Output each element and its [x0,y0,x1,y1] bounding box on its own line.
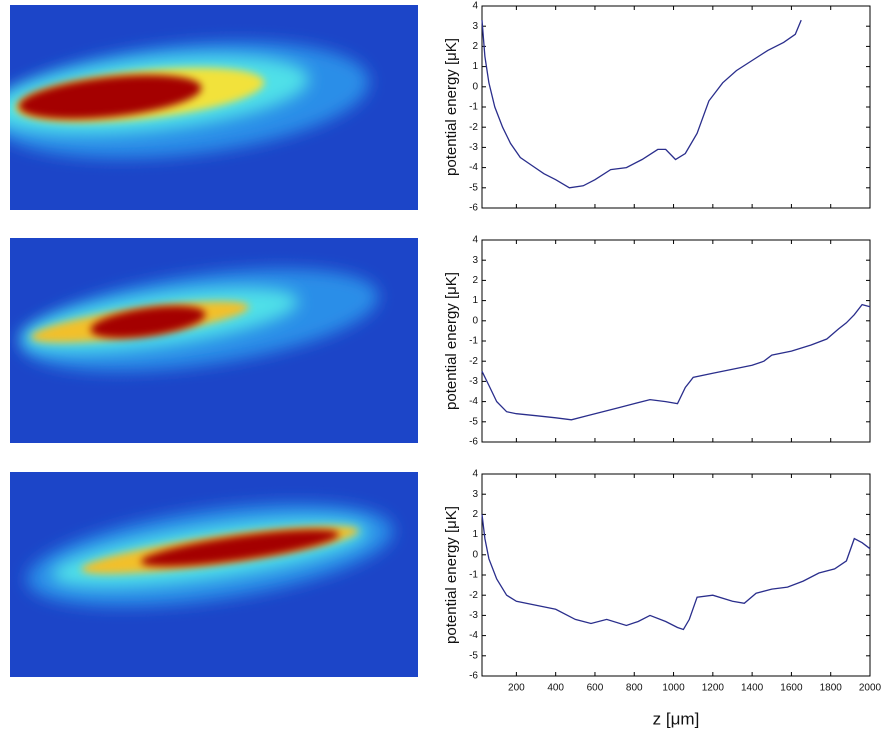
y-tick-label: -1 [469,336,478,347]
x-tick-label: 600 [587,683,604,694]
y-tick-label: -4 [469,396,478,407]
y-tick-label: 1 [472,61,478,72]
data-line [481,303,871,421]
y-tick-label: 3 [472,489,478,500]
x-tick-label: 1600 [780,683,803,694]
y-tick-label: -2 [469,122,478,133]
y-tick-label: 2 [472,41,478,52]
x-tick-label: 1400 [741,683,764,694]
y-tick-label: 1 [472,295,478,306]
y-tick-label: -4 [469,162,478,173]
y-tick-label: 3 [472,21,478,32]
y-tick-label: -2 [469,356,478,367]
y-tick-label: -5 [469,416,478,427]
y-axis-label: potential energy [μK] [443,506,460,644]
y-tick-label: -6 [469,203,478,214]
y-tick-label: -3 [469,142,478,153]
x-tick-label: 200 [508,683,525,694]
y-tick-label: 4 [472,235,478,246]
plot-frame [481,239,871,443]
y-tick-label: 1 [472,529,478,540]
y-tick-label: 0 [472,81,478,92]
x-tick-label: 2000 [859,683,882,694]
x-tick-label: 1000 [662,683,685,694]
y-axis-label: potential energy [μK] [443,38,460,176]
y-tick-label: 4 [472,469,478,480]
data-line [481,19,802,189]
absorption-image [10,5,418,210]
absorption-image [10,472,418,677]
absorption-image [10,238,418,443]
x-tick-label: 1800 [820,683,843,694]
y-tick-label: 2 [472,509,478,520]
y-tick-label: -3 [469,376,478,387]
y-tick-label: -6 [469,671,478,682]
y-axis-label: potential energy [μK] [443,272,460,410]
y-tick-label: -1 [469,570,478,581]
y-tick-label: -4 [469,630,478,641]
y-tick-label: -1 [469,102,478,113]
x-tick-label: 800 [626,683,643,694]
y-tick-label: 0 [472,549,478,560]
y-tick-label: 3 [472,255,478,266]
y-tick-label: -5 [469,650,478,661]
y-tick-label: 0 [472,315,478,326]
y-tick-label: -2 [469,590,478,601]
data-line [481,514,871,631]
y-tick-label: 2 [472,275,478,286]
plot-frame [481,5,871,209]
y-tick-label: -5 [469,182,478,193]
y-tick-label: 4 [472,1,478,12]
y-tick-label: -6 [469,437,478,448]
x-tick-label: 1200 [702,683,725,694]
plot-frame [481,473,871,677]
x-tick-label: 400 [547,683,564,694]
y-tick-label: -3 [469,610,478,621]
x-axis-label: z [μm] [653,709,700,728]
